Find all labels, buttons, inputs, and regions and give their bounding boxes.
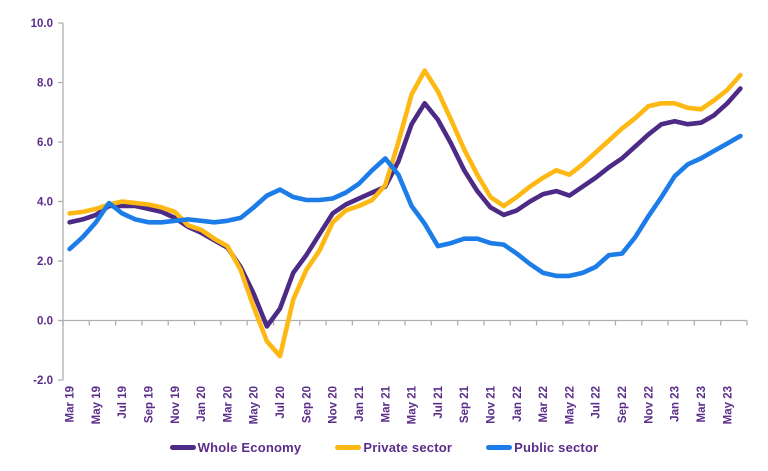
- x-axis-tick-label: Mar 23: [696, 386, 708, 422]
- x-axis-tick-label: May 22: [564, 386, 576, 424]
- x-axis-tick-label: Mar 20: [222, 386, 234, 422]
- legend-item-whole-economy: Whole Economy: [169, 440, 302, 455]
- x-axis-tick-label: May 19: [91, 386, 103, 424]
- x-axis-tick-label: Sep 20: [301, 386, 313, 423]
- x-axis-tick-label: May 20: [249, 386, 261, 424]
- x-axis-tick-label: May 21: [407, 385, 419, 424]
- x-axis-tick-label: Sep 19: [144, 386, 156, 423]
- legend-swatch-private-sector: [335, 445, 362, 450]
- y-axis-tick-label: 10.0: [31, 18, 53, 30]
- x-axis-tick-label: Nov 20: [328, 386, 340, 424]
- x-axis-tick-label: Mar 19: [65, 386, 77, 422]
- chart-legend: Whole Economy Private sector Public sect…: [0, 440, 768, 455]
- x-axis-tick-label: Jul 19: [117, 386, 129, 419]
- x-axis-tick-label: Jan 22: [512, 386, 524, 422]
- series-line-public-sector: [67, 133, 743, 279]
- legend-swatch-public-sector: [486, 445, 513, 450]
- x-axis-tick-label: Nov 19: [170, 386, 182, 424]
- x-axis-tick-label: Mar 21: [380, 385, 392, 422]
- x-axis-tick-label: Nov 22: [643, 386, 655, 424]
- x-axis-tick-label: Jan 23: [670, 386, 682, 422]
- y-axis-tick-label: 2.0: [37, 256, 53, 268]
- legend-label-private-sector: Private sector: [363, 440, 453, 455]
- x-axis-tick-label: Jul 20: [275, 386, 287, 419]
- x-axis-tick-label: Jul 22: [591, 386, 603, 419]
- y-axis-tick-label: 8.0: [37, 78, 53, 90]
- x-axis-tick-label: Jul 21: [433, 385, 445, 418]
- y-axis-tick-label: 6.0: [37, 137, 53, 149]
- legend-label-whole-economy: Whole Economy: [197, 440, 302, 455]
- y-axis-tick-label: 0.0: [37, 316, 53, 328]
- x-axis-tick-label: Mar 22: [538, 386, 550, 422]
- x-axis-tick-label: Nov 21: [486, 385, 498, 423]
- legend-swatch-whole-economy: [169, 445, 196, 450]
- legend-item-public-sector: Public sector: [486, 440, 598, 455]
- x-axis-tick-label: May 23: [722, 386, 734, 424]
- legend-label-public-sector: Public sector: [514, 440, 599, 455]
- x-axis-tick-label: Sep 22: [617, 386, 629, 423]
- legend-item-private-sector: Private sector: [335, 440, 452, 455]
- y-axis-tick-label: -2.0: [33, 375, 53, 387]
- x-axis-tick-label: Jan 21: [354, 385, 366, 421]
- x-axis-tick-label: Sep 21: [459, 385, 471, 423]
- y-axis-tick-label: 4.0: [37, 197, 53, 209]
- x-axis-tick-label: Jan 20: [196, 386, 208, 422]
